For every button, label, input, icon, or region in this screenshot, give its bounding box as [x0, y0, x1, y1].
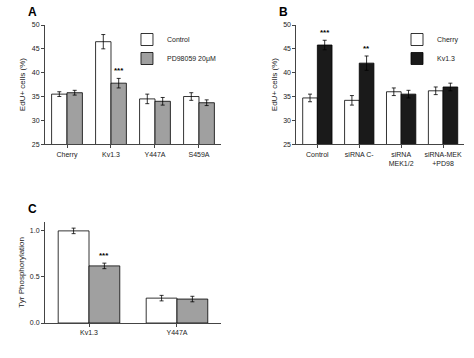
svg-text:Cherry: Cherry — [437, 36, 459, 44]
svg-text:50: 50 — [32, 21, 40, 28]
svg-text:35: 35 — [283, 93, 291, 100]
svg-text:Kv1.3: Kv1.3 — [80, 329, 98, 336]
svg-text:***: *** — [114, 66, 124, 75]
svg-text:***: *** — [320, 28, 330, 37]
svg-text:Kv1.3: Kv1.3 — [102, 151, 120, 158]
svg-text:Control: Control — [167, 36, 190, 43]
svg-text:siRNAMEK1/2: siRNAMEK1/2 — [389, 151, 414, 167]
svg-text:30: 30 — [32, 117, 40, 124]
svg-text:35: 35 — [32, 93, 40, 100]
svg-text:45: 45 — [32, 45, 40, 52]
svg-text:siRNA-MEK+PD98: siRNA-MEK+PD98 — [424, 151, 462, 167]
svg-text:40: 40 — [283, 69, 291, 76]
svg-text:45: 45 — [283, 45, 291, 52]
svg-text:25: 25 — [283, 141, 291, 148]
svg-text:50: 50 — [283, 21, 291, 28]
svg-text:40: 40 — [32, 69, 40, 76]
svg-text:Cherry: Cherry — [56, 151, 78, 159]
svg-text:A: A — [28, 5, 37, 19]
svg-text:C: C — [28, 202, 37, 216]
svg-text:0.5: 0.5 — [30, 273, 40, 280]
svg-text:1.0: 1.0 — [30, 227, 40, 234]
svg-text:B: B — [279, 5, 288, 19]
svg-text:25: 25 — [32, 141, 40, 148]
svg-text:Control: Control — [306, 151, 329, 158]
svg-text:S459A: S459A — [188, 151, 209, 158]
svg-text:**: ** — [363, 44, 370, 53]
svg-text:30: 30 — [283, 117, 291, 124]
svg-text:EdU+ cells (%): EdU+ cells (%) — [270, 58, 279, 111]
svg-text:0.0: 0.0 — [30, 319, 40, 326]
svg-text:Kv1.3: Kv1.3 — [437, 55, 455, 62]
svg-text:Y447A: Y447A — [166, 329, 187, 336]
svg-text:Y447A: Y447A — [144, 151, 165, 158]
svg-text:EdU+ cells (%): EdU+ cells (%) — [19, 58, 28, 111]
svg-text:PD98059 20μM: PD98059 20μM — [167, 55, 216, 63]
svg-text:Tyr Phosphorylation: Tyr Phosphorylation — [17, 237, 26, 308]
svg-text:siRNA C-: siRNA C- — [345, 151, 374, 158]
svg-text:***: *** — [99, 251, 109, 260]
